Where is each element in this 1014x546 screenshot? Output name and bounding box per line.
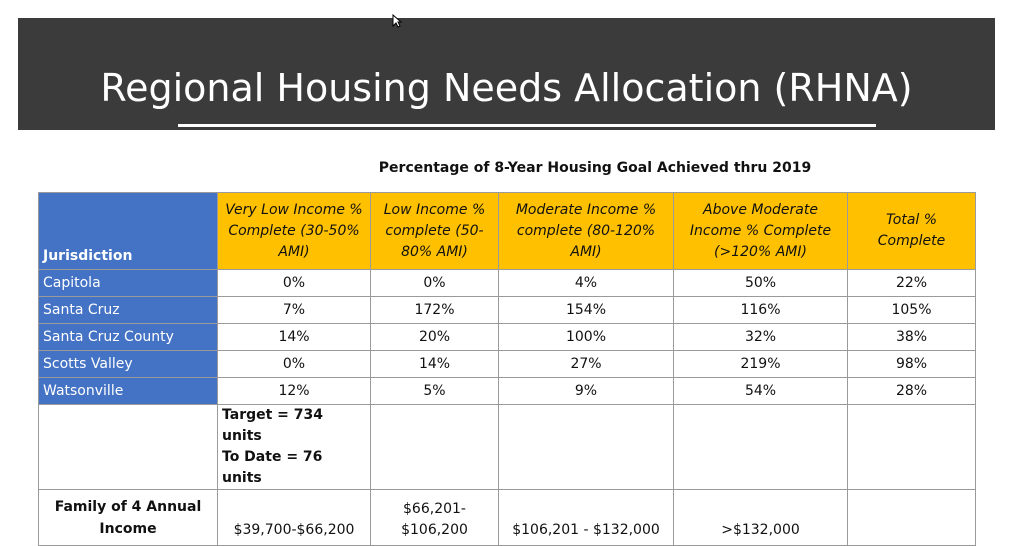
empty-cell bbox=[847, 404, 976, 490]
table-row: Scotts Valley 0% 14% 27% 219% 98% bbox=[38, 350, 976, 378]
very-low-cell: 14% bbox=[217, 323, 371, 351]
income-moderate: $106,201 - $132,000 bbox=[498, 489, 674, 546]
income-low-line2: $106,200 bbox=[401, 522, 468, 538]
low-cell: 0% bbox=[370, 269, 499, 297]
title-underline bbox=[178, 124, 876, 127]
low-cell: 20% bbox=[370, 323, 499, 351]
low-cell: 14% bbox=[370, 350, 499, 378]
slide-title: Regional Housing Needs Allocation (RHNA) bbox=[100, 66, 913, 110]
slide-header-bar: Regional Housing Needs Allocation (RHNA) bbox=[18, 18, 995, 130]
income-very-low: $39,700-$66,200 bbox=[217, 489, 371, 546]
total-cell: 22% bbox=[847, 269, 976, 297]
rhna-table: Jurisdiction Very Low Income % Complete … bbox=[38, 192, 976, 546]
to-date-units: To Date = 76 units bbox=[222, 449, 323, 486]
income-label: Family of 4 Annual Income bbox=[38, 489, 218, 546]
empty-cell bbox=[673, 404, 848, 490]
moderate-cell: 4% bbox=[498, 269, 674, 297]
empty-cell bbox=[498, 404, 674, 490]
above-moderate-cell: 116% bbox=[673, 296, 848, 324]
header-very-low-income: Very Low Income % Complete (30-50% AMI) bbox=[217, 192, 371, 270]
total-cell: 98% bbox=[847, 350, 976, 378]
low-cell: 5% bbox=[370, 377, 499, 405]
table-row: Santa Cruz County 14% 20% 100% 32% 38% bbox=[38, 323, 976, 351]
header-low-income: Low Income % complete (50-80% AMI) bbox=[370, 192, 499, 270]
income-row: Family of 4 Annual Income $39,700-$66,20… bbox=[38, 489, 976, 546]
jurisdiction-cell: Watsonville bbox=[38, 377, 218, 405]
jurisdiction-cell: Santa Cruz County bbox=[38, 323, 218, 351]
table-header-row: Jurisdiction Very Low Income % Complete … bbox=[38, 192, 976, 270]
above-moderate-cell: 219% bbox=[673, 350, 848, 378]
very-low-cell: 12% bbox=[217, 377, 371, 405]
target-note: Target = 734 units To Date = 76 units bbox=[217, 404, 371, 490]
total-cell: 38% bbox=[847, 323, 976, 351]
moderate-cell: 100% bbox=[498, 323, 674, 351]
header-moderate-income: Moderate Income % complete (80-120% AMI) bbox=[498, 192, 674, 270]
jurisdiction-cell: Capitola bbox=[38, 269, 218, 297]
income-low-line1: $66,201- bbox=[403, 501, 466, 517]
very-low-cell: 0% bbox=[217, 269, 371, 297]
income-above-moderate: >$132,000 bbox=[673, 489, 848, 546]
income-low: $66,201- $106,200 bbox=[370, 489, 499, 546]
table-caption: Percentage of 8-Year Housing Goal Achiev… bbox=[378, 160, 812, 176]
empty-cell bbox=[370, 404, 499, 490]
moderate-cell: 27% bbox=[498, 350, 674, 378]
header-above-moderate-income: Above Moderate Income % Complete (>120% … bbox=[673, 192, 848, 270]
above-moderate-cell: 54% bbox=[673, 377, 848, 405]
total-cell: 105% bbox=[847, 296, 976, 324]
header-total-complete: Total % Complete bbox=[847, 192, 976, 270]
mouse-cursor-icon bbox=[392, 14, 402, 28]
empty-cell bbox=[847, 489, 976, 546]
table-row: Watsonville 12% 5% 9% 54% 28% bbox=[38, 377, 976, 405]
total-cell: 28% bbox=[847, 377, 976, 405]
very-low-cell: 0% bbox=[217, 350, 371, 378]
moderate-cell: 9% bbox=[498, 377, 674, 405]
low-cell: 172% bbox=[370, 296, 499, 324]
moderate-cell: 154% bbox=[498, 296, 674, 324]
jurisdiction-cell: Scotts Valley bbox=[38, 350, 218, 378]
table-row: Santa Cruz 7% 172% 154% 116% 105% bbox=[38, 296, 976, 324]
header-jurisdiction: Jurisdiction bbox=[38, 192, 218, 270]
very-low-cell: 7% bbox=[217, 296, 371, 324]
above-moderate-cell: 50% bbox=[673, 269, 848, 297]
empty-cell bbox=[38, 404, 218, 490]
table-row: Capitola 0% 0% 4% 50% 22% bbox=[38, 269, 976, 297]
above-moderate-cell: 32% bbox=[673, 323, 848, 351]
jurisdiction-cell: Santa Cruz bbox=[38, 296, 218, 324]
target-units: Target = 734 units bbox=[222, 407, 324, 444]
target-note-row: Target = 734 units To Date = 76 units bbox=[38, 404, 976, 490]
